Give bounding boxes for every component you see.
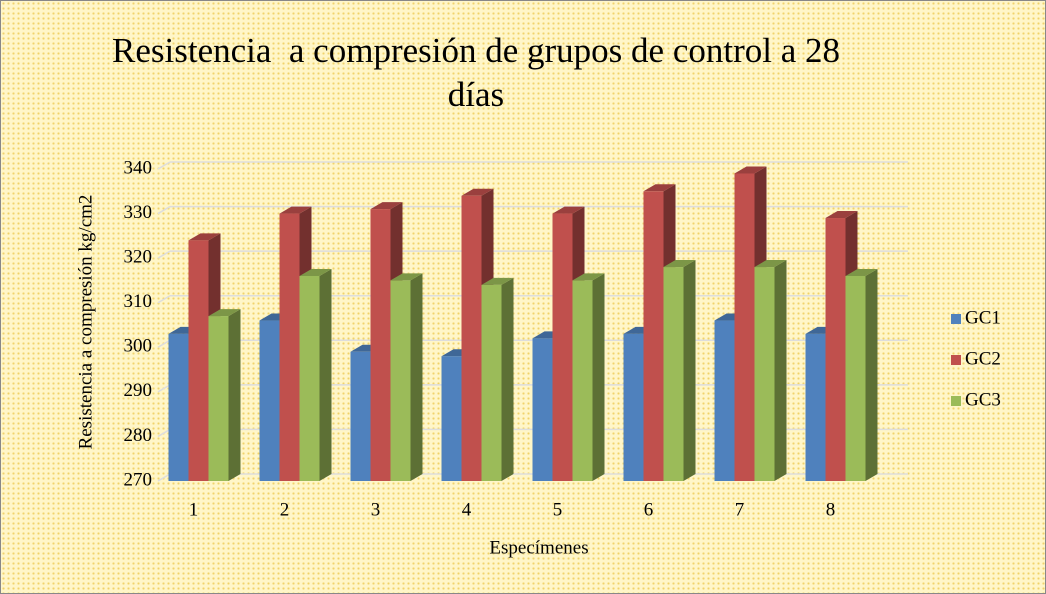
bar-top — [663, 260, 696, 268]
x-axis-label: Especímenes — [489, 537, 588, 558]
grid-line — [157, 384, 171, 393]
bar — [441, 356, 462, 481]
y-tick-label: 330 — [124, 202, 153, 223]
bar — [734, 173, 755, 481]
bar-top — [188, 233, 221, 241]
bar — [481, 284, 502, 481]
x-tick-label: 2 — [280, 499, 290, 520]
bar-top — [845, 268, 878, 276]
bar — [552, 213, 573, 482]
y-tick-label: 290 — [124, 380, 153, 401]
bar-top — [390, 273, 423, 281]
grid-line — [157, 205, 171, 215]
bar-top — [481, 277, 514, 285]
bar-side — [501, 277, 514, 481]
bar — [188, 240, 209, 481]
bar — [754, 267, 775, 481]
y-tick-label: 320 — [124, 247, 153, 268]
bar — [532, 338, 553, 481]
legend-label: GC2 — [965, 348, 1001, 369]
grid-line — [157, 339, 171, 348]
bar-side — [774, 260, 787, 481]
bar — [208, 316, 229, 481]
y-tick-label: 300 — [124, 336, 153, 357]
bar-top — [299, 268, 332, 276]
bar-top — [643, 184, 676, 192]
x-tick-label: 6 — [644, 499, 654, 520]
bar-top — [208, 309, 241, 317]
bar — [714, 320, 735, 481]
bar — [259, 320, 280, 481]
bar-side — [865, 268, 878, 481]
bar-top — [572, 273, 605, 281]
bar — [390, 280, 411, 481]
chart-title: Resistencia a compresión de grupos de co… — [112, 31, 849, 114]
bar-side — [683, 260, 696, 481]
bar-top — [370, 202, 403, 210]
x-tick-label: 1 — [189, 499, 199, 520]
bar — [825, 218, 846, 481]
bar-top — [734, 166, 767, 174]
bar — [350, 351, 371, 481]
bar — [370, 209, 391, 481]
bar — [279, 213, 300, 482]
y-tick-label: 340 — [124, 157, 153, 178]
legend-label: GC3 — [965, 389, 1001, 410]
legend-swatch — [951, 355, 961, 365]
bar-top — [825, 211, 858, 219]
bar-top — [754, 260, 787, 268]
bar — [299, 275, 320, 481]
y-axis-label: Resistencia a compresión kg/cm2 — [75, 195, 96, 450]
bar — [461, 195, 482, 481]
x-tick-label: 4 — [462, 499, 472, 520]
x-tick-label: 3 — [371, 499, 381, 520]
grid-line — [157, 428, 171, 438]
y-tick-label: 280 — [124, 425, 153, 446]
bar-side — [228, 309, 241, 481]
bar — [623, 333, 644, 481]
grid-line — [157, 161, 171, 170]
bar — [572, 280, 593, 481]
legend-label: GC1 — [965, 307, 1001, 328]
y-tick-label: 270 — [124, 469, 153, 490]
legend-swatch — [951, 396, 961, 406]
bar — [845, 275, 866, 481]
bar-side — [592, 273, 605, 481]
x-tick-label: 7 — [735, 499, 745, 520]
bar-top — [552, 206, 585, 214]
grid-line — [157, 473, 171, 482]
bar-side — [319, 268, 332, 481]
grid-line — [157, 295, 171, 304]
bar-top — [279, 206, 312, 214]
x-tick-label: 5 — [553, 499, 563, 520]
bar-top — [461, 188, 494, 196]
bar — [643, 191, 664, 482]
bar-side — [410, 273, 423, 481]
legend-swatch — [951, 314, 961, 324]
grid-line — [157, 250, 171, 259]
bar — [663, 267, 684, 481]
x-tick-label: 8 — [826, 499, 836, 520]
y-tick-label: 310 — [124, 291, 153, 312]
bar — [805, 333, 826, 481]
bar — [168, 333, 189, 481]
